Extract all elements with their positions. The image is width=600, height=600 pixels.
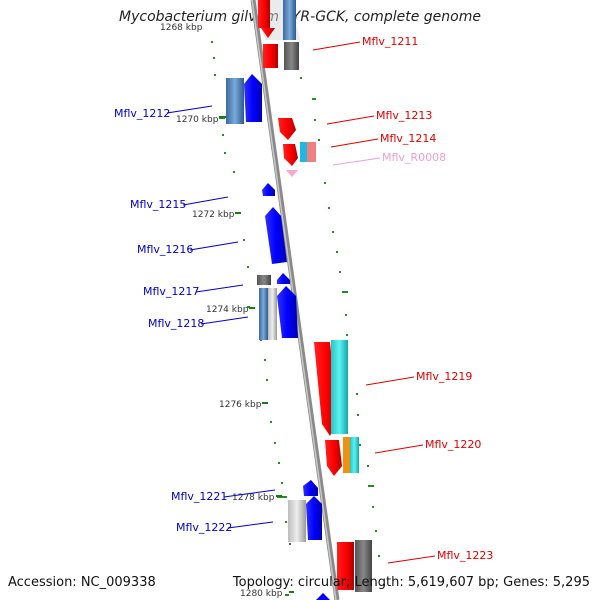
gene-label[interactable]: Mflv_1215: [130, 198, 186, 211]
gene-label[interactable]: Mflv_1217: [143, 285, 199, 298]
gene-label[interactable]: Mflv_1220: [425, 438, 481, 451]
gene-mflv-1211[interactable]: [258, 0, 299, 70]
genome-title: Mycobacterium gilvum PYR-GCK, complete g…: [119, 9, 481, 25]
kbp-label: 1274 kbp: [206, 305, 249, 315]
kbp-label: 1280 kbp: [240, 589, 283, 599]
gene-label[interactable]: Mflv_1219: [416, 370, 472, 383]
gene-label[interactable]: Mflv_1212: [114, 107, 170, 120]
gene-mflv-1221[interactable]: [303, 480, 318, 496]
leader-lines-left: [166, 105, 276, 529]
kbp-ruler-ticks: [219, 116, 294, 593]
kbp-label: 1268 kbp: [160, 23, 203, 33]
topology-text: Topology: circular; Length: 5,619,607 bp…: [232, 575, 590, 590]
rna-mflv-r0008[interactable]: [286, 170, 298, 177]
gene-mflv-1213[interactable]: [278, 118, 296, 140]
gene-mflv-1222[interactable]: [288, 496, 322, 542]
kbp-label: 1276 kbp: [219, 400, 262, 410]
gene-mflv-1220[interactable]: [325, 437, 359, 476]
gene-mflv-1215[interactable]: [262, 183, 275, 196]
accession-text: Accession: NC_009338: [8, 575, 156, 590]
gene-mflv-1216[interactable]: [265, 207, 287, 264]
gene-label[interactable]: Mflv_1222: [176, 521, 232, 534]
gene-mflv-1219[interactable]: [314, 340, 348, 436]
leader-line-rna: [332, 157, 381, 166]
kbp-label: 1278 kbp: [232, 493, 275, 503]
gene-label[interactable]: Mflv_1211: [362, 35, 418, 48]
gene-label[interactable]: Mflv_1223: [437, 549, 493, 562]
gene-label[interactable]: Mflv_1216: [137, 243, 193, 256]
gc-ticks-right: [300, 77, 385, 586]
gene-mflv-1218[interactable]: [259, 286, 298, 340]
leader-lines-right: [312, 41, 436, 564]
gene-mflv-1223[interactable]: [337, 540, 372, 592]
gene-partial-bottom: [316, 593, 330, 600]
kbp-label: 1270 kbp: [176, 115, 219, 125]
gene-label[interactable]: Mflv_1218: [148, 317, 204, 330]
gene-label[interactable]: Mflv_1213: [376, 109, 432, 122]
gene-label[interactable]: Mflv_R0008: [382, 151, 446, 164]
gene-mflv-1212[interactable]: [226, 74, 262, 124]
gene-mflv-1217[interactable]: [257, 273, 290, 285]
gene-label[interactable]: Mflv_1221: [171, 490, 227, 503]
gene-mflv-1214[interactable]: [283, 142, 316, 166]
gene-label[interactable]: Mflv_1214: [380, 132, 436, 145]
kbp-label: 1272 kbp: [192, 210, 235, 220]
